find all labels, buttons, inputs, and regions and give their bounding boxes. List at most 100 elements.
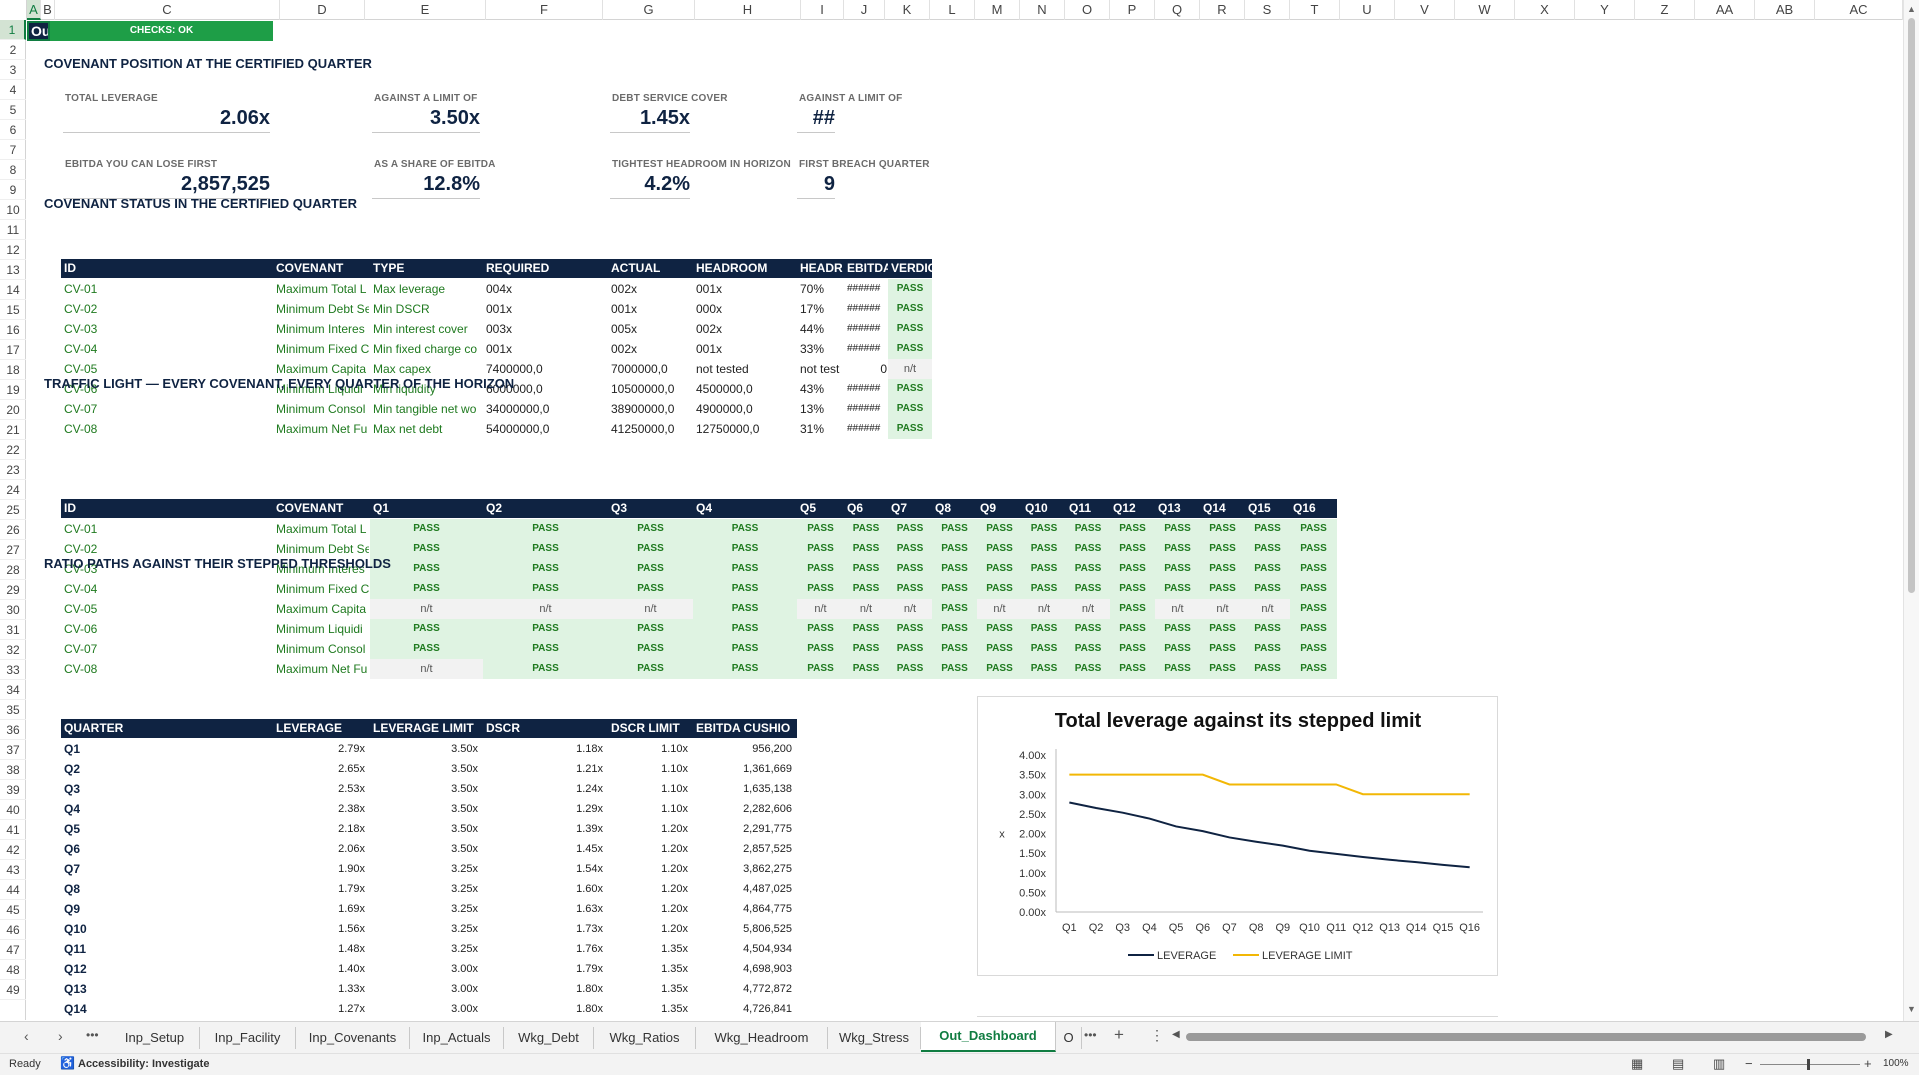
row-header-15[interactable]: 15 [0,300,26,320]
leverage-chart[interactable]: Total leverage against its stepped limit… [977,696,1498,976]
column-header-e[interactable]: E [365,0,486,20]
scroll-down-arrow-icon[interactable]: ▼ [1907,1004,1916,1014]
column-header-g[interactable]: G [603,0,695,20]
row-header-34[interactable]: 34 [0,680,26,700]
row-header-21[interactable]: 21 [0,420,26,440]
column-header-l[interactable]: L [930,0,975,20]
row-header-12[interactable]: 12 [0,240,26,260]
row-header-43[interactable]: 43 [0,860,26,880]
tab-next-icon[interactable]: › [58,1028,63,1044]
row-header-14[interactable]: 14 [0,280,26,300]
column-header-y[interactable]: Y [1575,0,1635,20]
row-header-25[interactable]: 25 [0,500,26,520]
row-header-6[interactable]: 6 [0,120,26,140]
hscroll-left-icon[interactable]: ◀ [1172,1029,1180,1040]
row-header-22[interactable]: 22 [0,440,26,460]
column-header-u[interactable]: U [1340,0,1395,20]
row-header-36[interactable]: 36 [0,720,26,740]
row-header-31[interactable]: 31 [0,620,26,640]
row-header-35[interactable]: 35 [0,700,26,720]
sheet-tab-inp-covenants[interactable]: Inp_Covenants [296,1027,410,1049]
horizontal-scroll-thumb[interactable] [1186,1033,1866,1041]
select-all-corner[interactable] [0,0,27,20]
hscroll-right-icon[interactable]: ▶ [1885,1029,1893,1040]
row-header-30[interactable]: 30 [0,600,26,620]
row-header-37[interactable]: 37 [0,740,26,760]
row-header-1[interactable]: 1 [0,20,26,40]
column-header-ac[interactable]: AC [1815,0,1903,20]
row-header-3[interactable]: 3 [0,60,26,80]
sheet-tab-wkg-ratios[interactable]: Wkg_Ratios [594,1027,696,1049]
row-header-24[interactable]: 24 [0,480,26,500]
column-header-x[interactable]: X [1515,0,1575,20]
row-header-10[interactable]: 10 [0,200,26,220]
column-header-q[interactable]: Q [1155,0,1200,20]
row-header-7[interactable]: 7 [0,140,26,160]
row-header-9[interactable]: 9 [0,180,26,200]
sheet-tab-inp-setup[interactable]: Inp_Setup [110,1027,200,1049]
zoom-slider[interactable] [1760,1064,1860,1065]
row-header-47[interactable]: 47 [0,940,26,960]
row-header-19[interactable]: 19 [0,380,26,400]
column-header-b[interactable]: B [41,0,55,20]
row-header-13[interactable]: 13 [0,260,26,280]
row-header-23[interactable]: 23 [0,460,26,480]
page-layout-view-icon[interactable]: ▤ [1672,1056,1685,1071]
column-header-a[interactable]: A [27,0,41,20]
row-header-48[interactable]: 48 [0,960,26,980]
scroll-up-arrow-icon[interactable]: ▲ [1907,4,1916,14]
column-header-r[interactable]: R [1200,0,1245,20]
row-header-8[interactable]: 8 [0,160,26,180]
sheet-tab-wkg-stress[interactable]: Wkg_Stress [828,1027,921,1049]
row-header-28[interactable]: 28 [0,560,26,580]
column-header-t[interactable]: T [1290,0,1340,20]
row-header-16[interactable]: 16 [0,320,26,340]
row-header-17[interactable]: 17 [0,340,26,360]
sheet-grid[interactable]: Ou CHECKS: OK COVENANT POSITION AT THE C… [27,21,1903,1021]
row-header-32[interactable]: 32 [0,640,26,660]
column-header-p[interactable]: P [1110,0,1155,20]
zoom-in-button[interactable]: + [1864,1056,1872,1071]
accessibility-icon[interactable]: ♿ [60,1056,75,1070]
column-header-n[interactable]: N [1020,0,1065,20]
column-header-o[interactable]: O [1065,0,1110,20]
sheet-tab-inp-facility[interactable]: Inp_Facility [200,1027,296,1049]
sheet-tab-inp-actuals[interactable]: Inp_Actuals [410,1027,504,1049]
add-sheet-button[interactable]: + [1114,1025,1124,1044]
vertical-scrollbar[interactable]: ▲ ▼ [1903,0,1919,1021]
status-accessibility[interactable]: Accessibility: Investigate [78,1058,210,1070]
column-header-m[interactable]: M [975,0,1020,20]
row-header-45[interactable]: 45 [0,900,26,920]
row-header-39[interactable]: 39 [0,780,26,800]
column-header-h[interactable]: H [695,0,801,20]
sheet-tab-wkg-headroom[interactable]: Wkg_Headroom [696,1027,828,1049]
row-header-40[interactable]: 40 [0,800,26,820]
zoom-out-button[interactable]: − [1745,1056,1753,1071]
sheet-menu-icon[interactable]: ⋮ [1150,1027,1164,1043]
row-header-42[interactable]: 42 [0,840,26,860]
column-header-j[interactable]: J [844,0,885,20]
column-header-z[interactable]: Z [1635,0,1695,20]
row-header-33[interactable]: 33 [0,660,26,680]
column-header-i[interactable]: I [801,0,844,20]
tab-more-left[interactable]: ••• [86,1028,99,1042]
row-header-49[interactable]: 49 [0,980,26,1000]
column-header-f[interactable]: F [486,0,603,20]
zoom-slider-thumb[interactable] [1807,1059,1810,1070]
column-header-v[interactable]: V [1395,0,1455,20]
column-header-k[interactable]: K [885,0,930,20]
column-header-w[interactable]: W [1455,0,1515,20]
column-header-aa[interactable]: AA [1695,0,1755,20]
row-header-41[interactable]: 41 [0,820,26,840]
zoom-level[interactable]: 100% [1883,1058,1909,1069]
row-header-4[interactable]: 4 [0,80,26,100]
column-header-s[interactable]: S [1245,0,1290,20]
sheet-tab-wkg-debt[interactable]: Wkg_Debt [504,1027,594,1049]
row-header-29[interactable]: 29 [0,580,26,600]
sheet-tab-o[interactable]: O [1056,1027,1082,1049]
normal-view-icon[interactable]: ▦ [1631,1056,1644,1071]
row-header-44[interactable]: 44 [0,880,26,900]
tab-more-right[interactable]: ••• [1084,1028,1097,1042]
column-header-c[interactable]: C [55,0,280,20]
tab-prev-icon[interactable]: ‹ [24,1028,29,1044]
